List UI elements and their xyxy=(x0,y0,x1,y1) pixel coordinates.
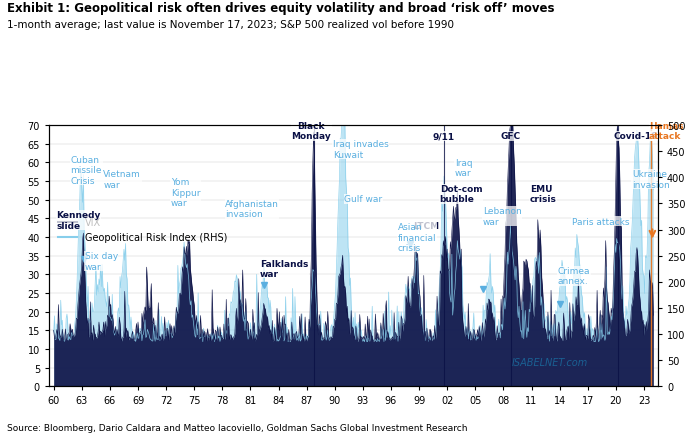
Text: Covid-19: Covid-19 xyxy=(613,132,657,141)
Text: Vietnam
war: Vietnam war xyxy=(104,170,141,189)
Text: 1-month average; last value is November 17, 2023; S&P 500 realized vol before 19: 1-month average; last value is November … xyxy=(7,20,454,30)
Text: LTCM: LTCM xyxy=(414,221,440,230)
Text: GFC: GFC xyxy=(500,132,521,141)
Text: Exhibit 1: Geopolitical risk often drives equity volatility and broad ‘risk off’: Exhibit 1: Geopolitical risk often drive… xyxy=(7,2,554,15)
Text: Gulf war: Gulf war xyxy=(344,195,382,204)
Text: Cuban
missile
Crisis: Cuban missile Crisis xyxy=(71,156,102,185)
Text: Crimea
annex.: Crimea annex. xyxy=(558,266,590,286)
Text: Black
Monday: Black Monday xyxy=(291,122,331,141)
Text: Six day
war: Six day war xyxy=(85,252,118,271)
Text: Yom
Kippur
war: Yom Kippur war xyxy=(171,178,200,208)
Text: 9/11: 9/11 xyxy=(433,132,455,141)
Text: Falklands
war: Falklands war xyxy=(260,259,308,278)
Text: EMU
crisis: EMU crisis xyxy=(530,184,556,204)
Text: Iraq invades
Kuwait: Iraq invades Kuwait xyxy=(333,140,389,159)
Legend: VIX, Geopolitical Risk Index (RHS): VIX, Geopolitical Risk Index (RHS) xyxy=(54,214,231,247)
Text: Kennedy
slide: Kennedy slide xyxy=(57,210,101,230)
Text: Ukraine
invasion: Ukraine invasion xyxy=(632,170,669,189)
Text: Iraq
war: Iraq war xyxy=(455,158,472,178)
Text: Asian
financial
crisis: Asian financial crisis xyxy=(398,223,436,252)
Text: Paris attacks: Paris attacks xyxy=(572,217,629,226)
Text: Afghanistan
invasion: Afghanistan invasion xyxy=(225,200,279,219)
Text: Hamas
attack: Hamas attack xyxy=(649,122,684,141)
Text: Source: Bloomberg, Dario Caldara and Matteo Iacoviello, Goldman Sachs Global Inv: Source: Bloomberg, Dario Caldara and Mat… xyxy=(7,423,468,432)
Text: Dot-com
bubble: Dot-com bubble xyxy=(440,184,482,204)
Text: Lebanon
war: Lebanon war xyxy=(483,207,522,226)
Text: ISABELNET.com: ISABELNET.com xyxy=(512,358,588,368)
